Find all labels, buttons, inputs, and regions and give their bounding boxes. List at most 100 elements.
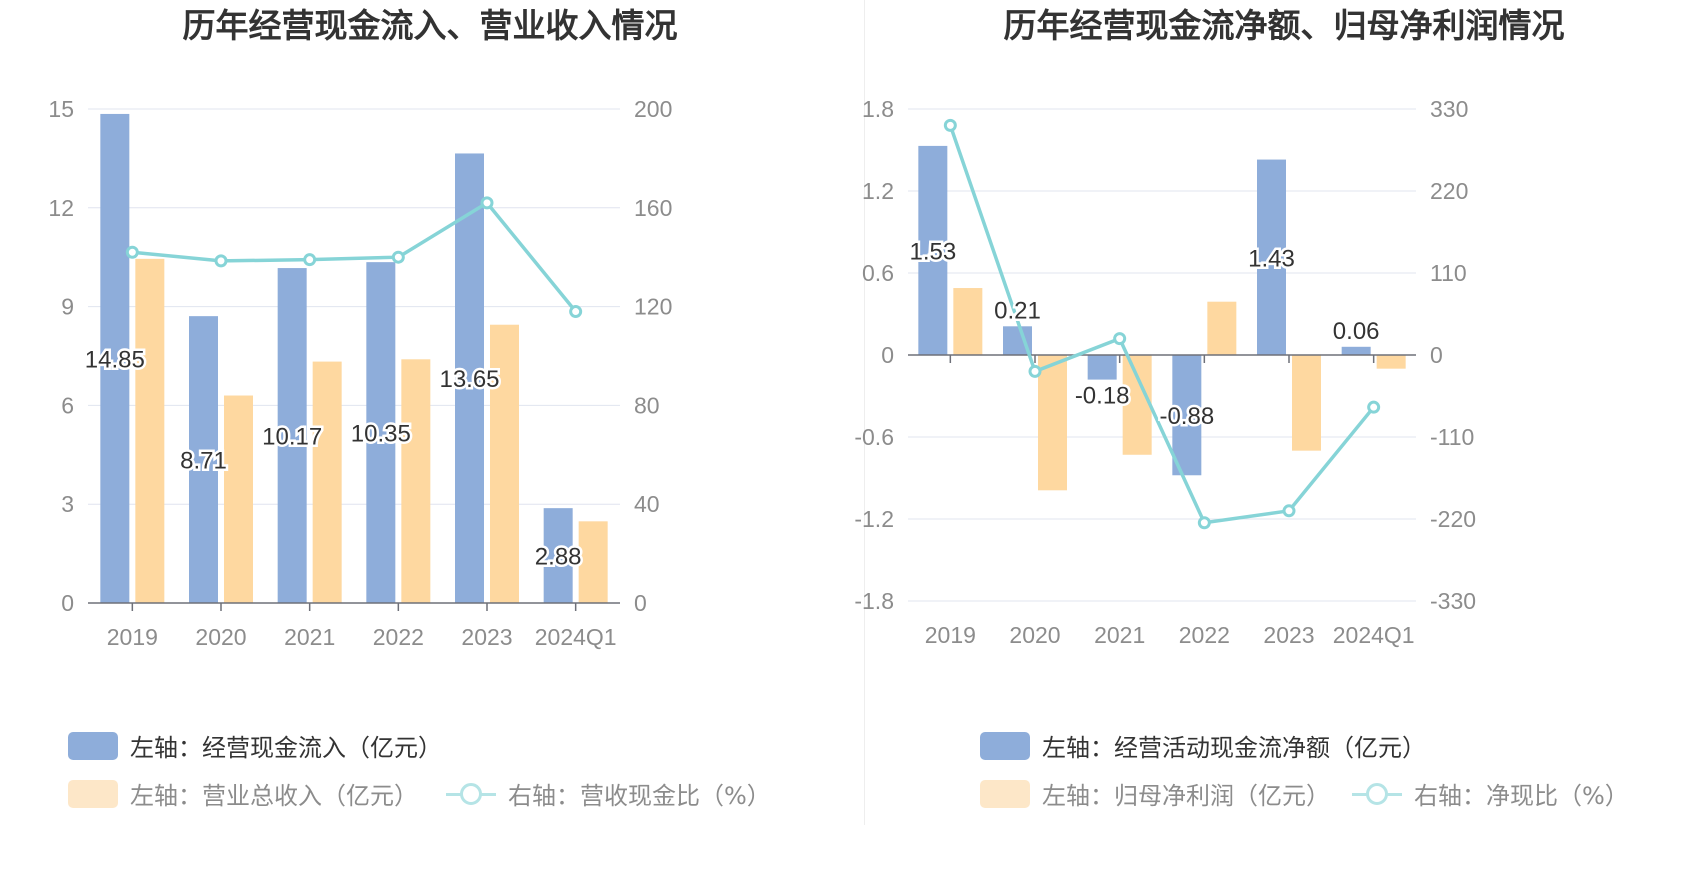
legend-item-revenue[interactable]: 左轴：营业总收入（亿元）: [68, 776, 418, 811]
bar-0-series-2: [135, 258, 165, 603]
bar-data-label-5: 2.88: [535, 544, 582, 571]
bar-5-series-1: [543, 508, 573, 603]
chart-plot-area: -1.8 -330 -1.2 -220 -0.6 -110 0 0 0.6 110 1.2 220 1.…: [854, 96, 1476, 648]
x-axis-tick-label: 2021: [1094, 622, 1145, 648]
bar-data-label-4: 1.43: [1248, 245, 1295, 272]
ratio-line-point-0: [125, 245, 139, 259]
legend-item-net-cashflow[interactable]: 左轴：经营活动现金流净额（亿元）: [980, 728, 1426, 763]
right-axis-tick-label: 200: [634, 96, 672, 122]
bar-1-series-2: [224, 395, 253, 603]
ratio-line-point-4: [480, 196, 494, 210]
ratio-line: [132, 200, 578, 313]
bar-3-series-1: [1172, 355, 1202, 476]
left-axis-tick-label: 6: [61, 392, 74, 418]
x-axis-tick-label: 2019: [925, 622, 976, 648]
right-axis-tick-label: 0: [1430, 342, 1443, 368]
bar-data-label-2: -0.18: [1075, 383, 1130, 410]
bar-data-label-3: -0.88: [1159, 403, 1214, 430]
bar-data-label-0: 14.85: [85, 346, 145, 373]
bar-5-series-2: [1376, 355, 1406, 369]
bar-4-series-2: [490, 324, 519, 603]
legend-swatch-line: [446, 780, 496, 808]
bar-1-series-2: [1038, 355, 1067, 491]
legend-item-net-profit[interactable]: 左轴：归母净利润（亿元）: [980, 776, 1330, 811]
ratio-line-point-3: [391, 250, 405, 264]
right-axis-tick-label: 160: [634, 195, 672, 221]
bar-data-label-1: 8.71: [180, 448, 227, 475]
bar-4-series-1: [1257, 159, 1286, 355]
x-axis-tick-label: 2023: [1263, 622, 1314, 648]
bar-3-series-2: [401, 359, 431, 603]
right-axis-tick-label: 220: [1430, 178, 1468, 204]
left-axis-tick-label: 9: [61, 294, 74, 320]
left-axis-tick-label: 0.6: [862, 260, 894, 286]
bar-data-label-2: 10.17: [262, 424, 322, 451]
legend-label: 右轴：营收现金比（%）: [508, 782, 771, 810]
legend-label: 左轴：经营现金流入（亿元）: [130, 734, 442, 762]
x-axis-tick-label: 2023: [461, 624, 512, 650]
x-axis-tick-label: 2024Q1: [535, 624, 617, 650]
legend-swatch-bar: [68, 779, 118, 808]
ratio-line-point-0: [943, 118, 957, 132]
ratio-line: [948, 124, 1376, 525]
bar-5-series-2: [578, 521, 608, 603]
panel-divider: [864, 0, 865, 825]
left-axis-tick-label: 1.8: [862, 96, 894, 122]
bar-0-series-1: [918, 145, 948, 355]
ratio-line-point-3: [1197, 516, 1211, 530]
right-axis-tick-label: -330: [1430, 588, 1476, 614]
chart-title: 历年经营现金流净额、归母净利润情况: [1003, 6, 1565, 45]
chart-plot-area: 0 0 3 40 6 80 9 120 12 160 15 200 2019 2020 2021 2022 20…: [48, 96, 672, 650]
bar-2-series-1: [277, 268, 307, 603]
right-axis-tick-label: 110: [1430, 260, 1467, 286]
bar-0-series-1: [100, 113, 130, 603]
chart-panel-cashflow-revenue: 历年经营现金流入、营业收入情况 0 0 3 40 6 80 9 120 12 160 15 200 20…: [48, 6, 771, 811]
legend-label: 左轴：经营活动现金流净额（亿元）: [1042, 734, 1426, 762]
ratio-line-point-2: [1113, 332, 1127, 346]
legend-item-cash-inflow[interactable]: 左轴：经营现金流入（亿元）: [68, 728, 442, 763]
bar-3-series-1: [366, 262, 396, 603]
ratio-line-point-5: [569, 305, 583, 319]
right-axis-tick-label: 120: [634, 294, 672, 320]
bar-data-label-3: 10.35: [351, 421, 411, 448]
bar-data-label-1: 0.21: [994, 297, 1041, 324]
bar-data-label-0: 1.53: [909, 238, 956, 265]
x-axis-tick-label: 2021: [284, 624, 335, 650]
right-axis-tick-label: 40: [634, 491, 660, 517]
legend-label: 左轴：营业总收入（亿元）: [130, 782, 418, 810]
right-axis-tick-label: 0: [634, 590, 647, 616]
x-axis-tick-label: 2024Q1: [1333, 622, 1415, 648]
left-axis-tick-label: 1.2: [862, 178, 894, 204]
right-axis-tick-label: -220: [1430, 506, 1476, 532]
bar-3-series-2: [1207, 301, 1237, 355]
bar-5-series-1: [1341, 346, 1371, 355]
legend-item-ratio[interactable]: 右轴：营收现金比（%）: [446, 776, 771, 811]
chart-title: 历年经营现金流入、营业收入情况: [182, 6, 678, 45]
left-axis-tick-label: 12: [48, 195, 74, 221]
left-axis-tick-label: 3: [61, 491, 74, 517]
ratio-line-point-1: [1028, 364, 1042, 378]
legend-label: 右轴：净现比（%）: [1414, 782, 1629, 810]
left-axis-tick-label: -0.6: [854, 424, 894, 450]
x-axis-tick-label: 2020: [195, 624, 246, 650]
left-axis-tick-label: 0: [881, 342, 894, 368]
legend-item-net-cash-ratio[interactable]: 右轴：净现比（%）: [1352, 776, 1629, 811]
left-axis-tick-label: 0: [61, 590, 74, 616]
legend-swatch-line: [1352, 780, 1402, 808]
ratio-line-point-4: [1282, 504, 1296, 518]
ratio-line-point-5: [1367, 400, 1381, 414]
bar-4-series-1: [455, 153, 484, 603]
ratio-line-point-2: [303, 253, 317, 267]
bar-0-series-2: [953, 288, 983, 355]
chart-panel-netflow-profit: 历年经营现金流净额、归母净利润情况 -1.8 -330 -1.2 -220 -0.6 -1…: [854, 0, 1700, 874]
legend-swatch-bar: [68, 731, 118, 760]
legend-swatch-bar: [980, 731, 1030, 760]
x-axis-tick-label: 2019: [107, 624, 158, 650]
left-axis-tick-label: -1.8: [854, 588, 894, 614]
right-axis-tick-label: 80: [634, 392, 660, 418]
x-axis-tick-label: 2022: [373, 624, 424, 650]
bar-2-series-2: [312, 361, 342, 603]
legend-swatch-bar: [980, 779, 1030, 808]
bar-data-label-4: 13.65: [439, 366, 499, 393]
bar-2-series-1: [1087, 355, 1117, 380]
